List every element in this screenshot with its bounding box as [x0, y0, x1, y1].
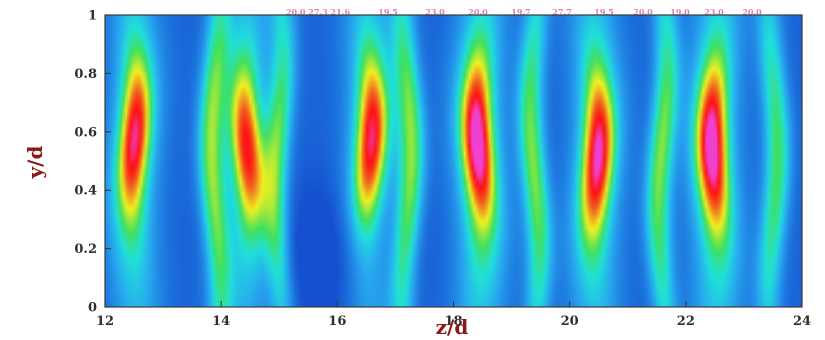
- x-axis-title: z/d: [436, 315, 469, 339]
- x-tick-label: 24: [793, 314, 811, 329]
- legend-label: 19.7: [511, 7, 530, 17]
- y-axis: 0 0.2 0.4 0.6 0.8 1: [74, 9, 111, 316]
- legend-label: 19.0: [670, 7, 690, 17]
- x-tick-label: 16: [328, 314, 346, 329]
- x-tick-label: 18: [444, 314, 462, 329]
- legend-label: 20.0 27.3 21.6: [286, 7, 350, 17]
- legend-row: 20.0 27.3 21.6 19.5 23.0 20.0 19.7 27.7 19.5 20…: [286, 7, 762, 17]
- y-tick-label: 0.2: [74, 242, 97, 257]
- x-tick-label: 22: [677, 314, 695, 329]
- x-axis: 12 14 16 18 20 22 24: [96, 301, 811, 329]
- y-axis-title: y/d: [23, 146, 47, 180]
- legend-label: 19.5: [378, 7, 397, 17]
- y-tick-label: 0.8: [74, 67, 97, 82]
- x-tick-label: 12: [96, 314, 114, 329]
- contour-heatmap: [105, 15, 802, 307]
- x-tick-label: 20: [561, 314, 579, 329]
- x-tick-label: 14: [212, 314, 230, 329]
- legend-label: 23.0: [425, 7, 445, 17]
- legend-label: 20.0: [742, 7, 762, 17]
- y-tick-label: 0: [88, 301, 97, 316]
- legend-label: 23.0: [704, 7, 724, 17]
- legend-label: 19.5: [594, 7, 613, 17]
- legend-label: 27.7: [552, 7, 571, 17]
- y-tick-label: 0.6: [74, 125, 97, 140]
- y-tick-label: 0.4: [74, 184, 97, 199]
- y-tick-label: 1: [88, 9, 97, 24]
- legend-label: 20.0: [633, 7, 653, 17]
- plot-area: [105, 15, 802, 307]
- legend-label: 20.0: [468, 7, 488, 17]
